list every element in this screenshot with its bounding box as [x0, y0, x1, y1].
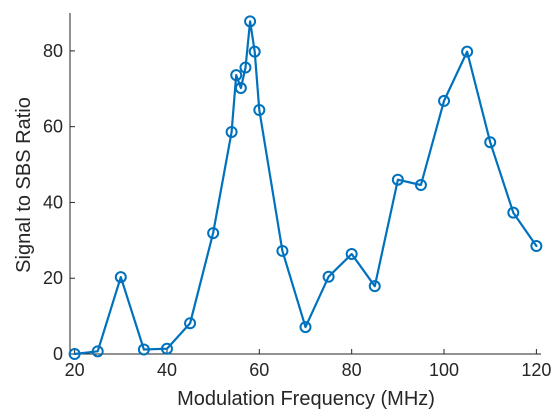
x-tick-label: 120 [521, 360, 551, 380]
data-point [114, 271, 127, 284]
data-point [461, 45, 474, 58]
data-point [507, 206, 520, 219]
data-point [248, 45, 261, 58]
data-point [239, 61, 252, 74]
data-point [230, 69, 243, 82]
data-point [299, 321, 312, 334]
data-point [225, 125, 238, 138]
series-line [73, 20, 538, 356]
x-tick-label: 100 [429, 360, 459, 380]
y-tick-label: 40 [43, 192, 63, 212]
y-tick-label: 80 [43, 41, 63, 61]
data-point [253, 103, 266, 116]
y-tick-label: 0 [53, 344, 63, 364]
data-point [391, 173, 404, 186]
x-tick-label: 20 [65, 360, 85, 380]
y-tick-label: 20 [43, 268, 63, 288]
data-point [368, 280, 381, 293]
y-axis-label: Signal to SBS Ratio [13, 97, 35, 273]
y-tick-label: 60 [43, 117, 63, 137]
data-point [207, 227, 220, 240]
data-point [68, 348, 81, 360]
data-point [234, 82, 247, 95]
data-point [484, 136, 497, 149]
data-point [530, 240, 543, 253]
data-point [345, 247, 358, 260]
data-series [68, 15, 543, 360]
data-point [91, 345, 104, 358]
data-point [438, 94, 451, 107]
data-point [414, 179, 427, 192]
x-axis-label: Modulation Frequency (MHz) [177, 388, 435, 410]
data-point [276, 244, 289, 257]
x-tick-label: 60 [249, 360, 269, 380]
data-point [244, 15, 257, 28]
x-tick-label: 80 [342, 360, 362, 380]
data-point [184, 317, 197, 330]
data-point [160, 342, 173, 355]
x-tick-label: 40 [157, 360, 177, 380]
data-point [137, 343, 150, 356]
data-point [322, 270, 335, 283]
